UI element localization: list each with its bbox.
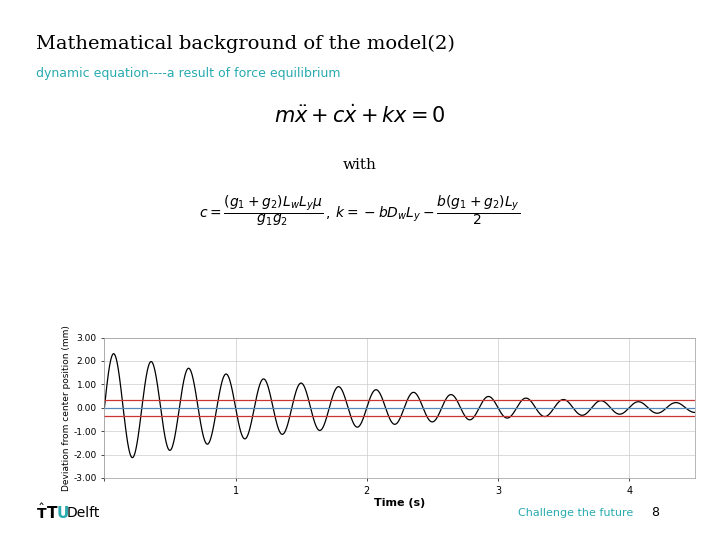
- Text: 8: 8: [652, 507, 660, 519]
- Text: with: with: [343, 158, 377, 172]
- X-axis label: Time (s): Time (s): [374, 498, 426, 508]
- Text: U: U: [56, 505, 68, 521]
- Y-axis label: Deviation from center position (mm): Deviation from center position (mm): [62, 325, 71, 491]
- Text: dynamic equation----a result of force equilibrium: dynamic equation----a result of force eq…: [36, 68, 341, 80]
- Text: T: T: [47, 505, 58, 521]
- Text: $c=\dfrac{(g_1+g_2)L_wL_y\mu}{g_1g_2}$$\,,\;k=-bD_wL_y-\dfrac{b(g_1+g_2)L_y}{2}$: $c=\dfrac{(g_1+g_2)L_wL_y\mu}{g_1g_2}$$\…: [199, 193, 521, 228]
- Text: Mathematical background of the model(2): Mathematical background of the model(2): [36, 35, 455, 53]
- Text: Challenge the future: Challenge the future: [518, 508, 634, 518]
- Text: $\hat{\mathbf{T}}$: $\hat{\mathbf{T}}$: [36, 502, 48, 522]
- Text: Delft: Delft: [67, 506, 100, 520]
- Text: $m\ddot{x}+c\dot{x}+kx=0$: $m\ddot{x}+c\dot{x}+kx=0$: [274, 105, 446, 127]
